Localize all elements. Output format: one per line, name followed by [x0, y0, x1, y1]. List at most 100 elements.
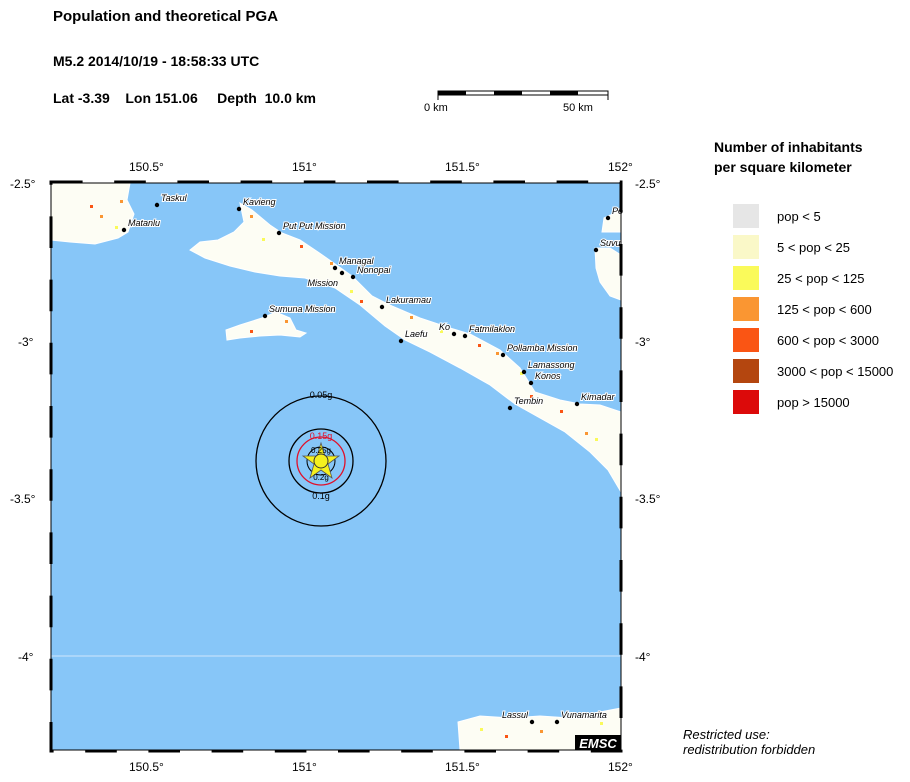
population-cell: [496, 352, 499, 355]
notice-line: redistribution forbidden: [683, 742, 816, 757]
place-label: Matanlu: [128, 218, 160, 228]
scale-end-label: 50 km: [563, 102, 593, 114]
legend-swatch: [733, 297, 759, 321]
population-cells: [90, 200, 603, 738]
new-ireland-island: [189, 202, 622, 494]
population-cell: [330, 262, 333, 265]
place-label: Konos: [535, 371, 561, 381]
place-marker: [262, 313, 268, 319]
contour-label: 0.15g: [310, 431, 333, 441]
population-cell: [250, 330, 253, 333]
place-label: Managal: [339, 256, 375, 266]
place-marker: [236, 206, 242, 212]
legend-label: 25 < pop < 125: [777, 270, 865, 286]
lon-tick-top: 151.5°: [445, 160, 480, 174]
emsc-logo: [575, 735, 621, 750]
population-cell: [520, 372, 523, 375]
place-label: Sumuna Mission: [269, 304, 336, 314]
place-label: Kavieng: [243, 197, 276, 207]
place-marker: [521, 369, 527, 375]
place-marker: [574, 401, 580, 407]
lon-tick-top: 150.5°: [129, 160, 164, 174]
scale-bar: [437, 90, 609, 100]
place-label: Put Put Mission: [283, 221, 346, 231]
place-marker: [398, 338, 404, 344]
page-title: Population and theoretical PGA: [53, 8, 279, 25]
epicenter-marker: [313, 453, 329, 469]
legend-title-line: Number of inhabitants: [714, 139, 863, 155]
place-marker: [462, 333, 468, 339]
place-label: Vunamarita: [561, 710, 607, 720]
place-label: Pollamba Mission: [507, 343, 578, 353]
place-marker: [350, 274, 356, 280]
population-cell: [595, 438, 598, 441]
place-marker: [605, 215, 611, 221]
legend-label: pop > 15000: [777, 394, 850, 410]
legend-swatch: [733, 204, 759, 228]
population-cell: [540, 730, 543, 733]
legend-item: 3000 < pop < 15000: [733, 359, 893, 383]
population-cell: [90, 205, 93, 208]
contour-0.15g: [296, 436, 346, 486]
contour-0.1g: [288, 428, 354, 494]
emsc-logo-text: EMSC: [579, 736, 617, 751]
place-marker: [593, 247, 599, 253]
lat-tick-left: -3.5°: [10, 492, 36, 506]
population-cell: [300, 245, 303, 248]
population-cell: [505, 735, 508, 738]
population-cell: [530, 395, 533, 398]
population-cell: [100, 215, 103, 218]
lat-tick-right: -4°: [635, 650, 651, 664]
legend-item: 125 < pop < 600: [733, 297, 872, 321]
contour-0.05g: [255, 395, 387, 527]
place-label: Kimadar: [581, 392, 616, 402]
place-label: Fatmilaklon: [469, 324, 515, 334]
place-label: Laefu: [405, 329, 428, 339]
legend-label: 125 < pop < 600: [777, 301, 872, 317]
contour-label: 0.05g: [310, 390, 333, 400]
population-cell: [478, 344, 481, 347]
place-marker: [554, 719, 560, 725]
population-cell: [440, 330, 443, 333]
population-cell: [600, 722, 603, 725]
place-label: Ko: [439, 322, 450, 332]
place-marker: [121, 227, 127, 233]
population-cell: [250, 215, 253, 218]
legend-label: 5 < pop < 25: [777, 239, 851, 255]
population-cell: [585, 432, 588, 435]
place-marker: [507, 405, 513, 411]
place-marker: [529, 719, 535, 725]
new-hanover-island: [50, 182, 135, 245]
place-marker: [451, 331, 457, 337]
place-label: Lamassong: [528, 360, 575, 370]
contour-label: 0.1g: [312, 491, 330, 501]
population-cell: [410, 316, 413, 319]
place-label: Suvu: [600, 238, 621, 248]
legend-item: pop < 5: [733, 204, 821, 228]
lat-tick-right: -3.5°: [635, 492, 661, 506]
place-marker: [500, 352, 506, 358]
lon-tick-top: 151°: [292, 160, 317, 174]
legend-title-line: per square kilometer: [714, 159, 852, 175]
lon-tick-bottom: 151.5°: [445, 760, 480, 774]
population-cell: [560, 410, 563, 413]
legend-title: Number of inhabitants per square kilomet…: [714, 137, 863, 177]
sumuna-island: [225, 311, 308, 341]
legend-swatch: [733, 359, 759, 383]
place-labels: Taskul Matanlu Kavieng Put Put Mission Manag…: [121, 192, 624, 725]
contour-label: 0.25g: [311, 446, 331, 455]
lon-tick-bottom: 151°: [292, 760, 317, 774]
legend-swatch: [733, 235, 759, 259]
map-frame: [50, 182, 622, 751]
population-cell: [480, 728, 483, 731]
lat-tick-left: -2.5°: [10, 177, 36, 191]
place-label: Nonopai: [357, 265, 392, 275]
lon-tick-bottom: 152°: [608, 760, 633, 774]
lon-tick-bottom: 150.5°: [129, 760, 164, 774]
legend-item: 25 < pop < 125: [733, 266, 864, 290]
population-cell: [350, 290, 353, 293]
legend-swatch: [733, 266, 759, 290]
place-label: Lakuramau: [386, 295, 431, 305]
